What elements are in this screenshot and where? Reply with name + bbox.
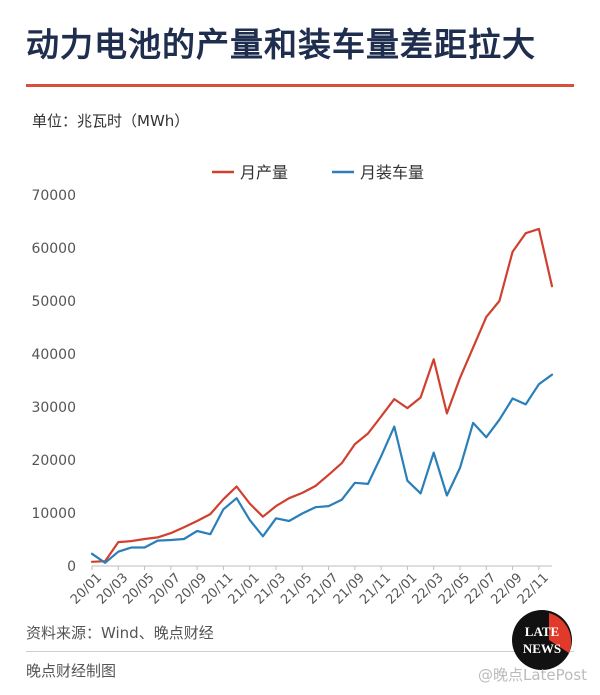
y-tick-label: 30000: [31, 400, 76, 416]
watermark: @晚点LatePost: [478, 666, 588, 684]
y-tick-label: 0: [67, 559, 76, 575]
legend-label: 月装车量: [360, 163, 424, 182]
series-line-installation: [90, 373, 554, 564]
y-tick-label: 70000: [31, 188, 76, 204]
series-line-production: [90, 227, 554, 563]
legend-label: 月产量: [240, 163, 288, 182]
credit-note: 晚点财经制图: [26, 662, 117, 680]
unit-label: 单位：兆瓦时（MWh）: [32, 112, 190, 130]
title-divider: [26, 84, 574, 87]
logo-line2: NEWS: [523, 641, 561, 656]
logo-line1: LATE: [525, 624, 559, 639]
y-tick-label: 40000: [31, 347, 76, 363]
source-note: 资料来源：Wind、晚点财经: [26, 624, 214, 642]
latenews-logo: LATE NEWS: [512, 610, 572, 670]
chart-title: 动力电池的产量和装车量差距拉大: [26, 25, 536, 64]
line-chart: 01000020000300004000050000600007000020/0…: [31, 163, 554, 608]
y-tick-label: 10000: [31, 506, 76, 522]
y-tick-label: 20000: [31, 453, 76, 469]
logo-red-wedge: [549, 613, 572, 653]
y-tick-label: 60000: [31, 241, 76, 257]
y-tick-label: 50000: [31, 294, 76, 310]
footer-divider: [26, 651, 574, 652]
